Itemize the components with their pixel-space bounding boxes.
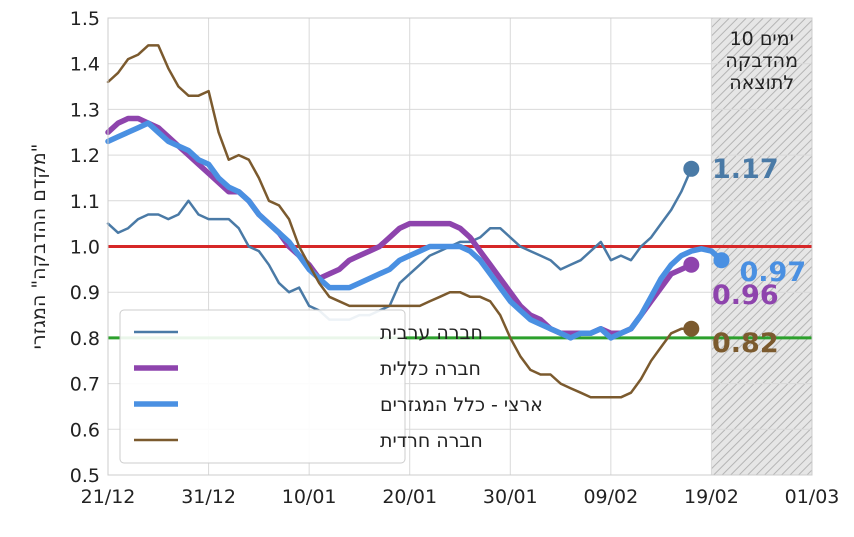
y-tick-label: 0.5 (70, 465, 100, 487)
y-tick-label: 1.2 (70, 145, 100, 167)
y-tick-label: 1.5 (70, 8, 100, 30)
series-end-label-0: 1.17 (712, 154, 779, 185)
y-tick-label: 1.1 (70, 191, 100, 213)
x-tick-label: 10/01 (282, 486, 337, 508)
series-line-3 (106, 44, 693, 399)
forecast-region-label: 10 ימים מהדבקה לתוצאה (725, 28, 798, 94)
x-tick-label: 30/01 (483, 486, 538, 508)
x-tick-label: 21/12 (81, 486, 136, 508)
y-tick-label: 0.7 (70, 374, 100, 396)
x-tick-label: 20/01 (382, 486, 437, 508)
series-end-marker-0 (683, 160, 700, 177)
y-axis-label: "מקדם ההדבקה" המגזרי (28, 144, 50, 350)
series-end-marker-1 (683, 256, 700, 273)
legend-label: ארצי - כלל המגזרים (380, 394, 543, 416)
legend-label: חברה חרדית (380, 430, 483, 452)
x-tick-label: 31/12 (181, 486, 236, 508)
series-end-label-1: 0.96 (712, 280, 779, 311)
y-tick-label: 1.3 (70, 99, 100, 121)
series-end-marker-2 (713, 252, 730, 269)
legend-label: חברה ערבית (380, 322, 483, 344)
series-line-2 (105, 120, 725, 341)
forecast-region-label-line: 10 ימים (730, 28, 794, 50)
y-tick-label: 0.6 (70, 419, 100, 441)
legend-label: חברה כללית (380, 358, 481, 380)
legend-box (119, 309, 406, 464)
y-tick-label: 1.4 (70, 54, 100, 76)
series-end-marker-3 (683, 320, 700, 337)
forecast-region-label-line: מהדבקה (725, 50, 798, 72)
y-tick-label: 0.9 (70, 282, 100, 304)
series-line-0 (106, 167, 693, 321)
forecast-region-label-line: לתוצאה (729, 72, 794, 94)
series-end-label-2: 0.97 (739, 257, 806, 288)
series-end-label-3: 0.82 (712, 328, 779, 359)
y-tick-label: 1.0 (70, 237, 100, 259)
x-tick-label: 01/03 (785, 486, 840, 508)
y-tick-label: 0.8 (70, 328, 100, 350)
plot-frame (107, 17, 813, 476)
x-tick-label: 09/02 (583, 486, 638, 508)
x-tick-label: 19/02 (684, 486, 739, 508)
